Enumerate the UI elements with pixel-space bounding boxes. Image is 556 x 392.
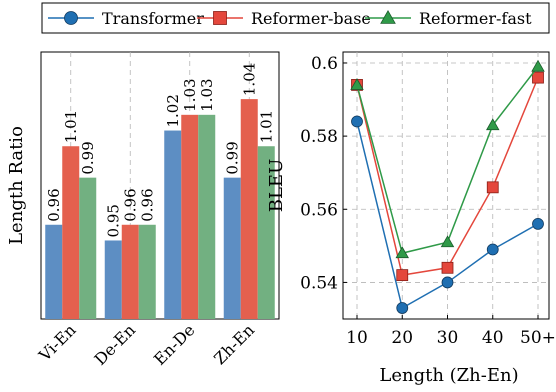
line-xtick-label-4: 50+ bbox=[520, 328, 556, 348]
legend-marker-0 bbox=[64, 11, 78, 25]
bar-y-axis-label: Length Ratio bbox=[6, 126, 27, 245]
line-point-1-2 bbox=[441, 261, 454, 274]
line-point-2-4 bbox=[531, 59, 545, 72]
bar-value-label-3-2: 1.01 bbox=[257, 110, 275, 143]
line-point-0-4 bbox=[532, 218, 544, 230]
bar-1-2 bbox=[138, 224, 156, 319]
bar-xtick-label-1: De-En bbox=[91, 320, 140, 369]
bar-0-0 bbox=[45, 224, 63, 319]
line-x-axis-label: Length (Zh-En) bbox=[379, 365, 518, 386]
bar-2-1 bbox=[181, 114, 199, 319]
line-point-2-3 bbox=[486, 118, 500, 131]
bar-value-label-0-2: 0.99 bbox=[79, 141, 97, 174]
bar-value-label-2-2: 1.03 bbox=[198, 78, 216, 111]
legend-box bbox=[41, 2, 550, 34]
bar-3-2 bbox=[257, 146, 275, 319]
line-point-0-1 bbox=[396, 302, 409, 314]
line-y-axis-label: BLEU bbox=[266, 159, 287, 213]
line-point-0-0 bbox=[351, 115, 363, 128]
legend-label-2: Reformer-fast bbox=[419, 9, 532, 28]
line-point-1-4 bbox=[532, 71, 544, 84]
bar-0-2 bbox=[79, 177, 97, 319]
bar-value-label-2-0: 1.02 bbox=[164, 94, 182, 127]
line-xtick-label-3: 40 bbox=[482, 328, 504, 348]
line-point-1-3 bbox=[486, 181, 499, 194]
bar-3-1 bbox=[240, 99, 258, 319]
line-xtick-label-2: 30 bbox=[437, 328, 459, 348]
bar-2-0 bbox=[164, 130, 182, 319]
bar-value-label-0-1: 1.01 bbox=[62, 110, 80, 143]
bar-value-label-3-0: 0.99 bbox=[223, 141, 241, 174]
line-point-2-1 bbox=[395, 246, 409, 259]
bar-1-0 bbox=[104, 240, 122, 319]
legend-label-1: Reformer-base bbox=[251, 9, 371, 28]
line-point-0-3 bbox=[486, 243, 499, 256]
bar-xtick-label-2: En-De bbox=[150, 320, 199, 369]
bar-value-label-1-0: 0.95 bbox=[104, 204, 122, 237]
bar-xtick-label-3: Zh-En bbox=[210, 320, 258, 368]
line-ytick-label-3: 0.6 bbox=[311, 54, 338, 74]
line-point-1-1 bbox=[396, 269, 409, 282]
line-ytick-label-1: 0.56 bbox=[300, 200, 338, 220]
bar-plot-frame bbox=[40, 51, 280, 320]
line-ytick-label-2: 0.58 bbox=[300, 127, 338, 147]
line-point-2-0 bbox=[350, 78, 364, 90]
bar-0-1 bbox=[62, 146, 80, 319]
bar-value-label-2-1: 1.03 bbox=[181, 78, 199, 111]
line-xtick-label-1: 20 bbox=[391, 328, 413, 348]
line-xtick-label-0: 10 bbox=[346, 328, 368, 348]
legend-marker-2 bbox=[380, 10, 396, 24]
line-point-0-2 bbox=[441, 276, 454, 289]
bar-2-2 bbox=[198, 114, 216, 319]
bar-1-1 bbox=[121, 224, 139, 319]
bar-value-label-1-1: 0.96 bbox=[121, 188, 139, 221]
bar-3-0 bbox=[223, 177, 241, 319]
bar-xtick-label-0: Vi-En bbox=[34, 320, 79, 365]
line-plot-frame bbox=[342, 51, 550, 320]
bar-value-label-3-1: 1.04 bbox=[240, 63, 258, 96]
line-ytick-label-0: 0.54 bbox=[300, 273, 338, 293]
legend-label-0: Transformer bbox=[102, 9, 204, 28]
bar-value-label-0-0: 0.96 bbox=[45, 188, 63, 221]
line-point-2-2 bbox=[440, 235, 455, 248]
legend-marker-1 bbox=[213, 11, 227, 25]
bar-value-label-1-2: 0.96 bbox=[138, 188, 156, 221]
